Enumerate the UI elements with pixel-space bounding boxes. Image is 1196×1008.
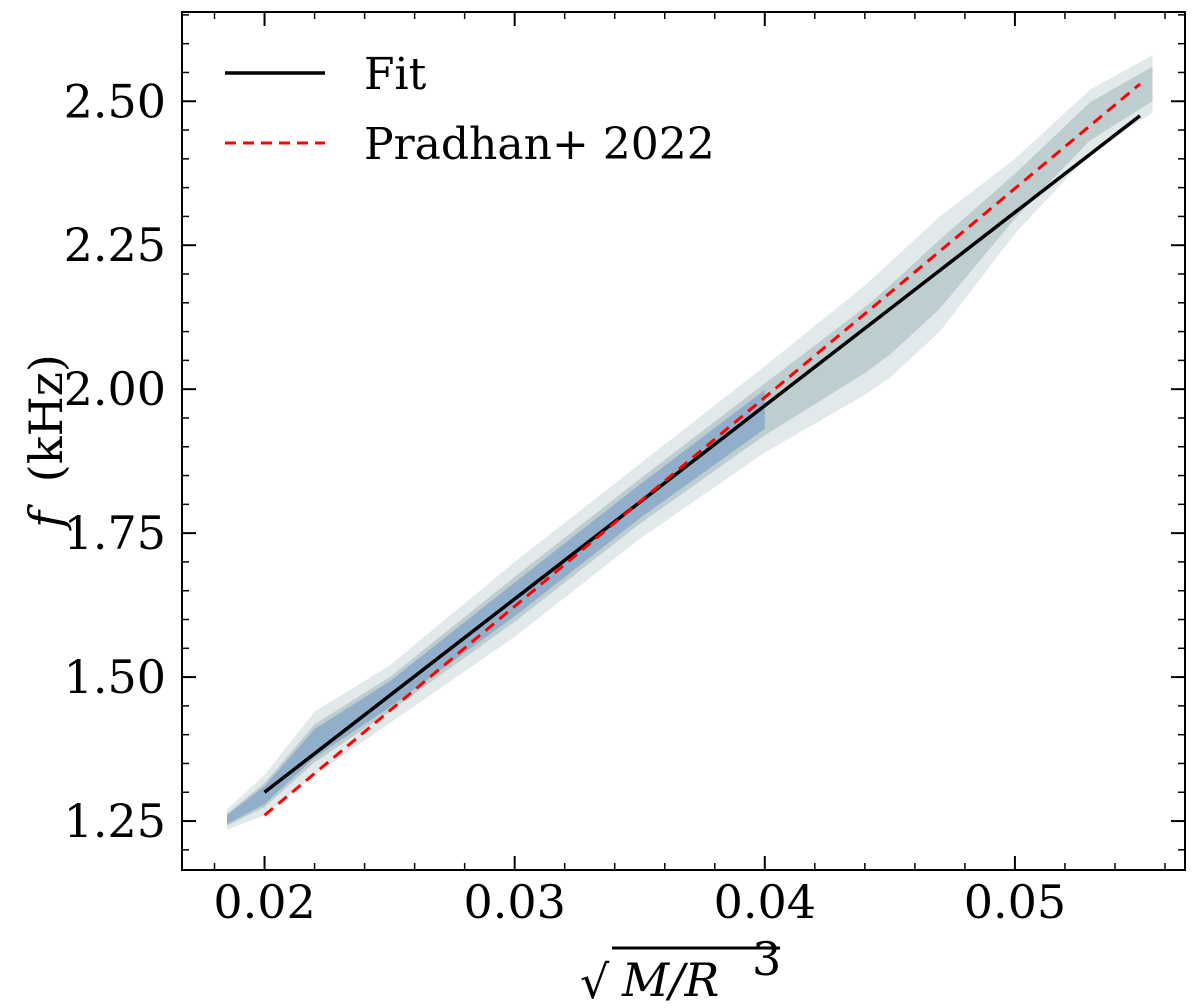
y-tick-label: 2.00 — [64, 362, 166, 416]
x-tick-label: 0.04 — [714, 875, 816, 929]
x-tick-label: 0.03 — [463, 875, 565, 929]
y-tick-label: 2.25 — [64, 218, 166, 272]
x-axis-label-base: M/R — [621, 953, 719, 1007]
ticks-layer — [182, 12, 1185, 870]
series-line-pradhan — [263, 82, 1141, 817]
x-axis-label-superscript: 3 — [752, 932, 781, 986]
y-axis-label-unit: (kHz) — [19, 354, 73, 482]
y-axis-label-symbol: f — [19, 504, 73, 531]
series-layer — [263, 82, 1142, 817]
x-axis-label: √ M/R 3 — [580, 932, 781, 1008]
x-tick-label: 0.05 — [964, 875, 1066, 929]
plot-frame — [181, 11, 1186, 871]
band-core — [227, 66, 1153, 826]
y-axis-label-text: f (kHz) — [19, 354, 73, 531]
y-tick-label: 1.75 — [64, 506, 166, 560]
x-tick-label: 0.02 — [213, 875, 315, 929]
legend-label-fit: Fit — [364, 49, 427, 100]
series-line-fit — [263, 114, 1142, 794]
y-tick-label: 2.50 — [64, 74, 166, 128]
tick-labels-layer: 0.02 0.03 0.04 0.05 1.25 1.50 1.75 2.00 2.25 2.50 — [64, 74, 1067, 929]
y-tick-label: 1.50 — [64, 650, 166, 704]
y-axis-label: f (kHz) — [19, 354, 73, 531]
band-outer — [227, 55, 1153, 830]
x-axis-label-radical: √ — [580, 955, 610, 1008]
legend-label-pradhan: Pradhan+ 2022 — [364, 119, 715, 170]
legend: Fit Pradhan+ 2022 — [225, 49, 715, 170]
y-tick-label: 1.25 — [64, 794, 166, 848]
